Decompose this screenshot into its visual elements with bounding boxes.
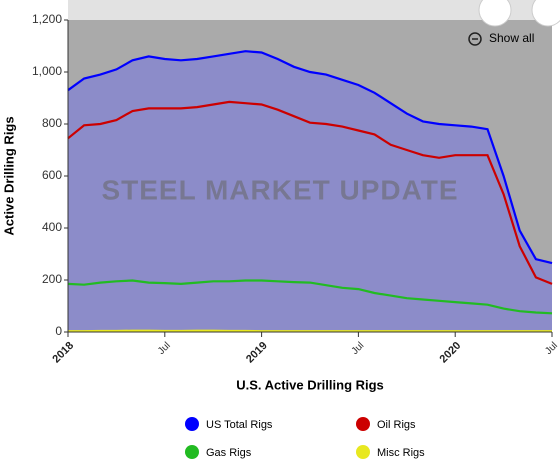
x-tick-label: 2020 [438, 340, 464, 366]
x-tick-label: Jul [543, 340, 560, 357]
x-tick-label: 2018 [50, 340, 76, 366]
scroll-handle[interactable] [531, 0, 560, 27]
y-tick-label: 1,000 [32, 64, 62, 78]
legend-label: Oil Rigs [377, 419, 416, 431]
button-label[interactable]: Show all [489, 31, 534, 45]
legend-label: Misc Rigs [377, 447, 425, 459]
navigator [68, 0, 560, 20]
legend-marker [356, 417, 370, 431]
y-tick-label: 600 [42, 168, 62, 182]
watermark: STEEL MARKET UPDATE [101, 150, 458, 232]
legend-label: US Total Rigs [206, 419, 273, 431]
x-tick-label: Jul [156, 340, 173, 357]
series-area [68, 51, 552, 332]
x-tick-label: Jul [350, 340, 367, 357]
scroll-handle[interactable] [478, 0, 512, 27]
watermark-text: STEEL MARKET UPDATE [101, 174, 458, 205]
x-tick-label: 2019 [244, 340, 270, 366]
y-tick-label: 1,200 [32, 12, 62, 26]
series-line [68, 329, 552, 333]
y-axis-title: Active Drilling Rigs [1, 116, 16, 235]
legend-marker [356, 445, 370, 459]
y-tick-label: 800 [42, 116, 62, 130]
series-line [67, 279, 553, 315]
legend-label: Gas Rigs [206, 447, 252, 459]
series-line [67, 100, 553, 285]
marks [67, 50, 553, 333]
series-line [67, 50, 553, 265]
legend-marker [185, 445, 199, 459]
zoom-icon [468, 32, 482, 46]
y-tick-label: 200 [42, 272, 62, 286]
legend-marker [185, 417, 199, 431]
x-axis-title: U.S. Active Drilling Rigs [236, 377, 384, 392]
y-tick-label: 0 [55, 324, 62, 338]
show-all-button[interactable]: Show all [468, 31, 534, 46]
y-tick-label: 400 [42, 220, 62, 234]
